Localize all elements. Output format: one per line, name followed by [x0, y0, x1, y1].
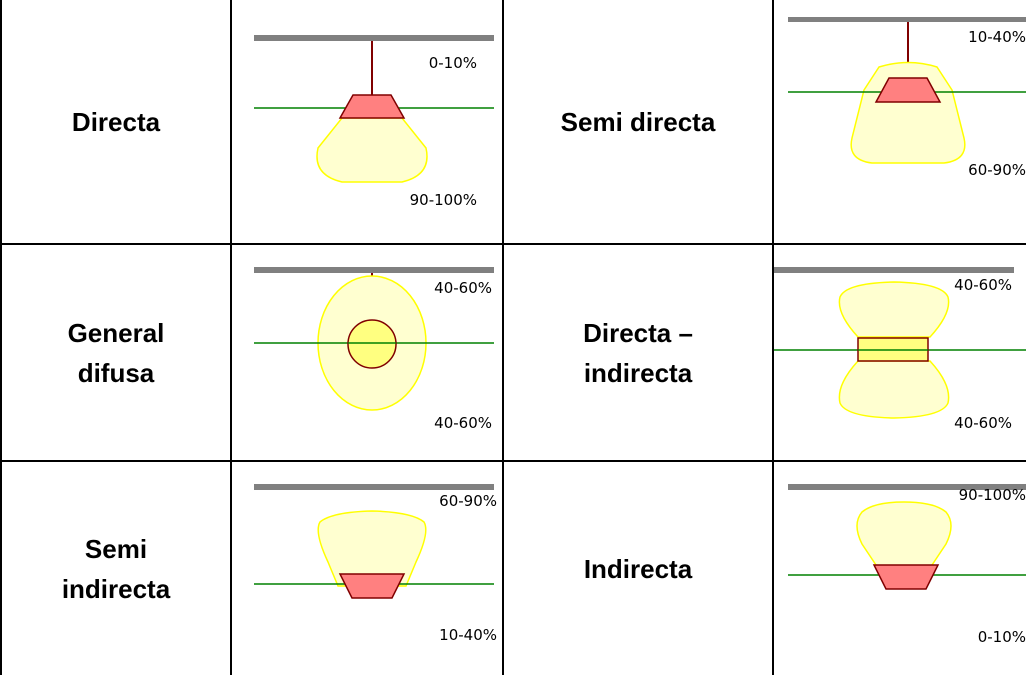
upward-percentage: 60-90% [439, 492, 497, 510]
table-divider-2 [502, 0, 504, 675]
downward-percentage: 40-60% [954, 414, 1012, 432]
label-general-difusa: General difusa [2, 245, 230, 460]
lamp-fixture [338, 573, 406, 599]
diagram-semi-directa: 10-40% 60-90% [774, 0, 1026, 243]
label-directa-indirecta: Directa – indirecta [504, 245, 772, 460]
ceiling-bar [788, 17, 1026, 22]
label-line: indirecta [61, 573, 171, 604]
downward-percentage: 0-10% [978, 628, 1026, 646]
upward-percentage: 90-100% [959, 486, 1026, 504]
diagram-directa: 0-10% 90-100% [232, 0, 502, 243]
light-beam [316, 117, 428, 183]
upward-percentage: 0-10% [429, 54, 477, 72]
label-line: Semi directa [560, 106, 716, 137]
ceiling-bar [788, 484, 1026, 490]
downward-percentage: 40-60% [434, 414, 492, 432]
label-line: Indirecta [583, 553, 693, 584]
label-line: General [67, 317, 165, 348]
diagram-general-difusa: 40-60% 40-60% [232, 245, 502, 460]
light-beam [856, 501, 952, 575]
label-line: Directa [71, 106, 161, 137]
row-divider-1 [0, 243, 1026, 245]
ceiling-bar [254, 484, 494, 490]
diagram-directa-indirecta: 40-60% 40-60% [774, 245, 1026, 460]
label-line: indirecta [583, 357, 693, 388]
ceiling-bar [254, 35, 494, 41]
upward-percentage: 40-60% [954, 276, 1012, 294]
diagram-indirecta: 90-100% 0-10% [774, 462, 1026, 675]
label-line: difusa [77, 357, 155, 388]
table-border-left [0, 0, 2, 675]
label-line: Directa – [583, 317, 693, 348]
label-line: Semi [84, 533, 148, 564]
table-divider-3 [772, 0, 774, 675]
light-beam-upper [838, 281, 950, 338]
table-divider-1 [230, 0, 232, 675]
light-beam-lower [838, 360, 950, 419]
downward-percentage: 90-100% [410, 191, 477, 209]
ceiling-bar [254, 267, 494, 273]
label-directa: Directa [2, 0, 230, 243]
lamp-fixture [872, 564, 940, 590]
upward-percentage: 10-40% [968, 28, 1026, 46]
label-semi-directa: Semi directa [504, 0, 772, 243]
lamp-fixture [338, 94, 406, 119]
ceiling-bar [774, 267, 1014, 273]
label-semi-indirecta: Semi indirecta [2, 462, 230, 675]
downward-percentage: 60-90% [968, 161, 1026, 179]
lamp-fixture [874, 77, 942, 103]
light-beam [850, 61, 966, 164]
globe-fixture [347, 319, 397, 369]
label-indirecta: Indirecta [504, 462, 772, 675]
upward-percentage: 40-60% [434, 279, 492, 297]
downward-percentage: 10-40% [439, 626, 497, 644]
row-divider-2 [0, 460, 1026, 462]
light-beam [317, 510, 427, 587]
diagram-semi-indirecta: 60-90% 10-40% [232, 462, 502, 675]
